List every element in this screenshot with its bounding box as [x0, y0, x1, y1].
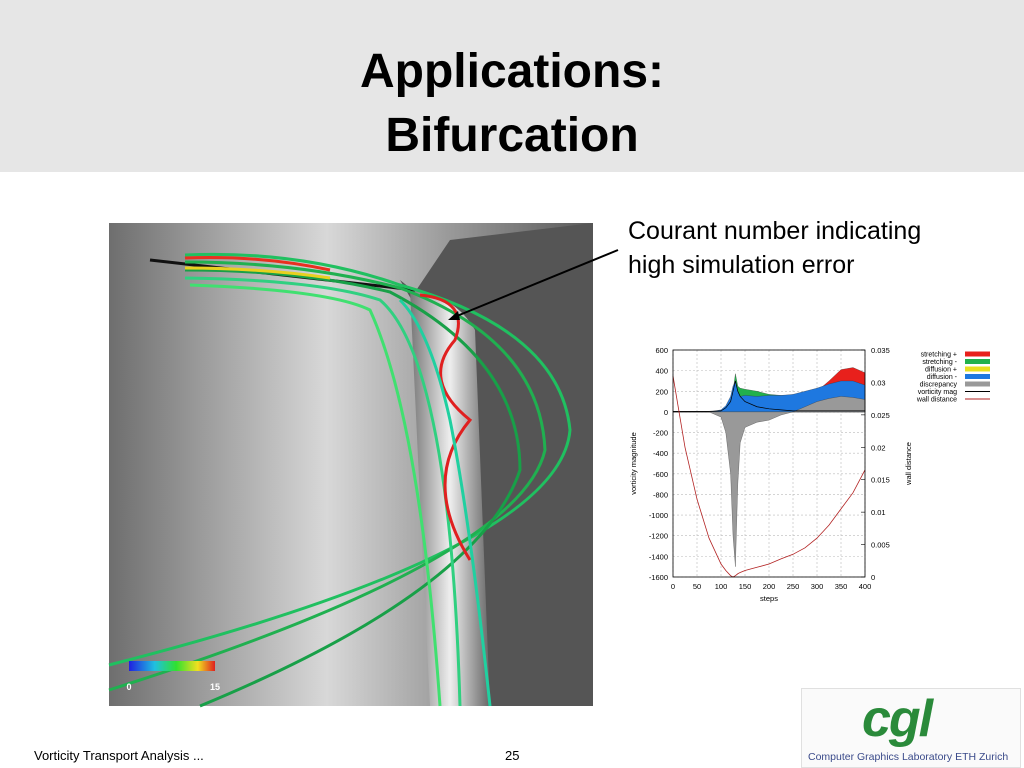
y-tick-label: -1000 [649, 511, 668, 520]
arrow-head [448, 311, 460, 320]
legend-label: stretching - [922, 359, 957, 366]
y-tick-label: 200 [655, 387, 668, 396]
y2-tick-label: 0.01 [871, 508, 886, 517]
series-area [673, 396, 866, 567]
y2-tick-label: 0.035 [871, 346, 890, 355]
x-tick-label: 400 [859, 582, 872, 591]
y-tick-label: -400 [653, 449, 668, 458]
x-tick-label: 350 [835, 582, 848, 591]
legend-swatch [965, 381, 990, 387]
legend-label: wall distance [916, 397, 957, 404]
legend-swatch [965, 366, 990, 372]
annotation-line: Courant number indicating [628, 217, 922, 245]
y2-tick-label: 0.015 [871, 476, 890, 485]
logo-mark: cgl [862, 690, 933, 748]
y-tick-label: -600 [653, 470, 668, 479]
colorbar-max: 15 [210, 682, 220, 692]
y-tick-label: -800 [653, 490, 668, 499]
y-tick-label: 400 [655, 367, 668, 376]
footer-text: Vorticity Transport Analysis ... [34, 748, 204, 763]
y2-tick-label: 0.03 [871, 378, 886, 387]
legend-label: discrepancy [920, 382, 958, 389]
header-band [0, 0, 1024, 172]
title-line: Applications: [359, 45, 664, 98]
annotation-line: high simulation error [628, 251, 855, 279]
logo-text: Computer Graphics Laboratory ETH Zurich [808, 751, 1009, 763]
legend-swatch [965, 374, 990, 379]
y-tick-label: 0 [664, 408, 668, 417]
logo: cgl Computer Graphics Laboratory ETH Zur… [801, 688, 1021, 768]
x-tick-label: 50 [693, 582, 701, 591]
legend-label: stretching + [921, 352, 957, 359]
legend-label: diffusion + [925, 367, 957, 374]
y-tick-label: -1400 [649, 552, 668, 561]
x-axis-label: steps [760, 594, 778, 603]
annotation-arrow [451, 249, 619, 319]
page-number: 25 [505, 748, 520, 763]
y-tick-label: -1200 [649, 532, 668, 541]
legend-label: vorticity mag [918, 389, 957, 396]
x-tick-label: 150 [739, 582, 752, 591]
chart: -1600 -1400 -1200 -1000 -800 -600 -400 -200 0 200… [629, 346, 990, 603]
x-tick-label: 250 [787, 582, 800, 591]
x-tick-label: 0 [671, 582, 675, 591]
annotation: Courant number indicating high simulatio… [628, 214, 921, 282]
y-axis-label: vorticity magnitude [629, 432, 638, 495]
legend-swatch [965, 359, 990, 364]
x-tick-label: 100 [715, 582, 728, 591]
legend-swatch [965, 351, 990, 357]
title-line: Bifurcation [385, 109, 639, 162]
y-tick-label: 600 [655, 346, 668, 355]
series-line [672, 375, 866, 578]
plot-frame [672, 349, 866, 578]
simulation-image [108, 223, 593, 708]
x-tick-label: 200 [763, 582, 776, 591]
x-tick-label: 300 [811, 582, 824, 591]
y2-tick-label: 0.025 [871, 411, 890, 420]
y2-tick-label: 0 [871, 573, 875, 582]
y-tick-label: -200 [653, 429, 668, 438]
legend-label: diffusion - [927, 374, 958, 381]
series-line [673, 380, 865, 412]
y2-tick-label: 0.005 [871, 541, 890, 550]
slide-title: Applications: Bifurcation [0, 40, 1024, 168]
y-tick-label: -1600 [649, 573, 668, 582]
colorbar-min: 0 [126, 682, 131, 692]
y2-axis-label: wall distance [904, 442, 913, 486]
y2-tick-label: 0.02 [871, 443, 886, 452]
